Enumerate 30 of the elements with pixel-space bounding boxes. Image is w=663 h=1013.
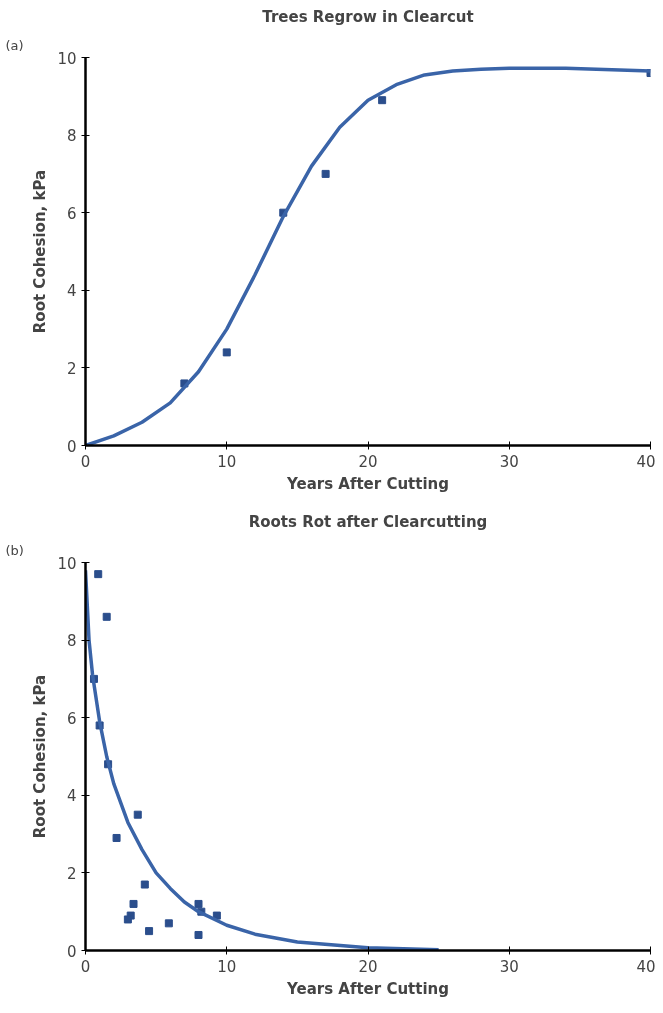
y-tick-label: 2 [66,864,77,883]
x-tick-label: 20 [358,957,378,976]
y-tick-label: 0 [66,942,77,961]
y-tick-label: 2 [66,359,77,378]
x-tick-label: 0 [80,452,91,471]
x-tick-label: 40 [636,452,656,471]
y-tick-label: 8 [66,632,77,651]
text: (a) [5,37,24,53]
y-tick-label: 6 [66,204,77,223]
x-tick-label: 40 [636,957,656,976]
y-axis-title: Root Cohesion, kPa [31,169,50,334]
chart-title: Trees Regrow in Clearcut [262,7,474,26]
x-tick-label: 0 [80,957,91,976]
chart-title: Roots Rot after Clearcutting [248,512,488,531]
x-tick-label: 20 [358,452,378,471]
x-tick-label: 10 [217,452,237,471]
y-tick-label: 10 [57,49,77,68]
y-tick-label: 4 [66,282,77,301]
y-tick-label: 10 [57,554,77,573]
text: (b) [5,542,24,558]
x-tick-label: 30 [499,957,519,976]
y-tick-label: 8 [66,127,77,146]
y-tick-label: 6 [66,709,77,728]
y-tick-label: 0 [66,437,77,456]
x-tick-label: 30 [499,452,519,471]
x-axis-title: Years After Cutting [285,979,450,998]
x-axis-title: Years After Cutting [285,474,450,493]
y-tick-label: 4 [66,787,77,806]
x-tick-label: 10 [217,957,237,976]
y-axis-title: Root Cohesion, kPa [31,674,50,839]
